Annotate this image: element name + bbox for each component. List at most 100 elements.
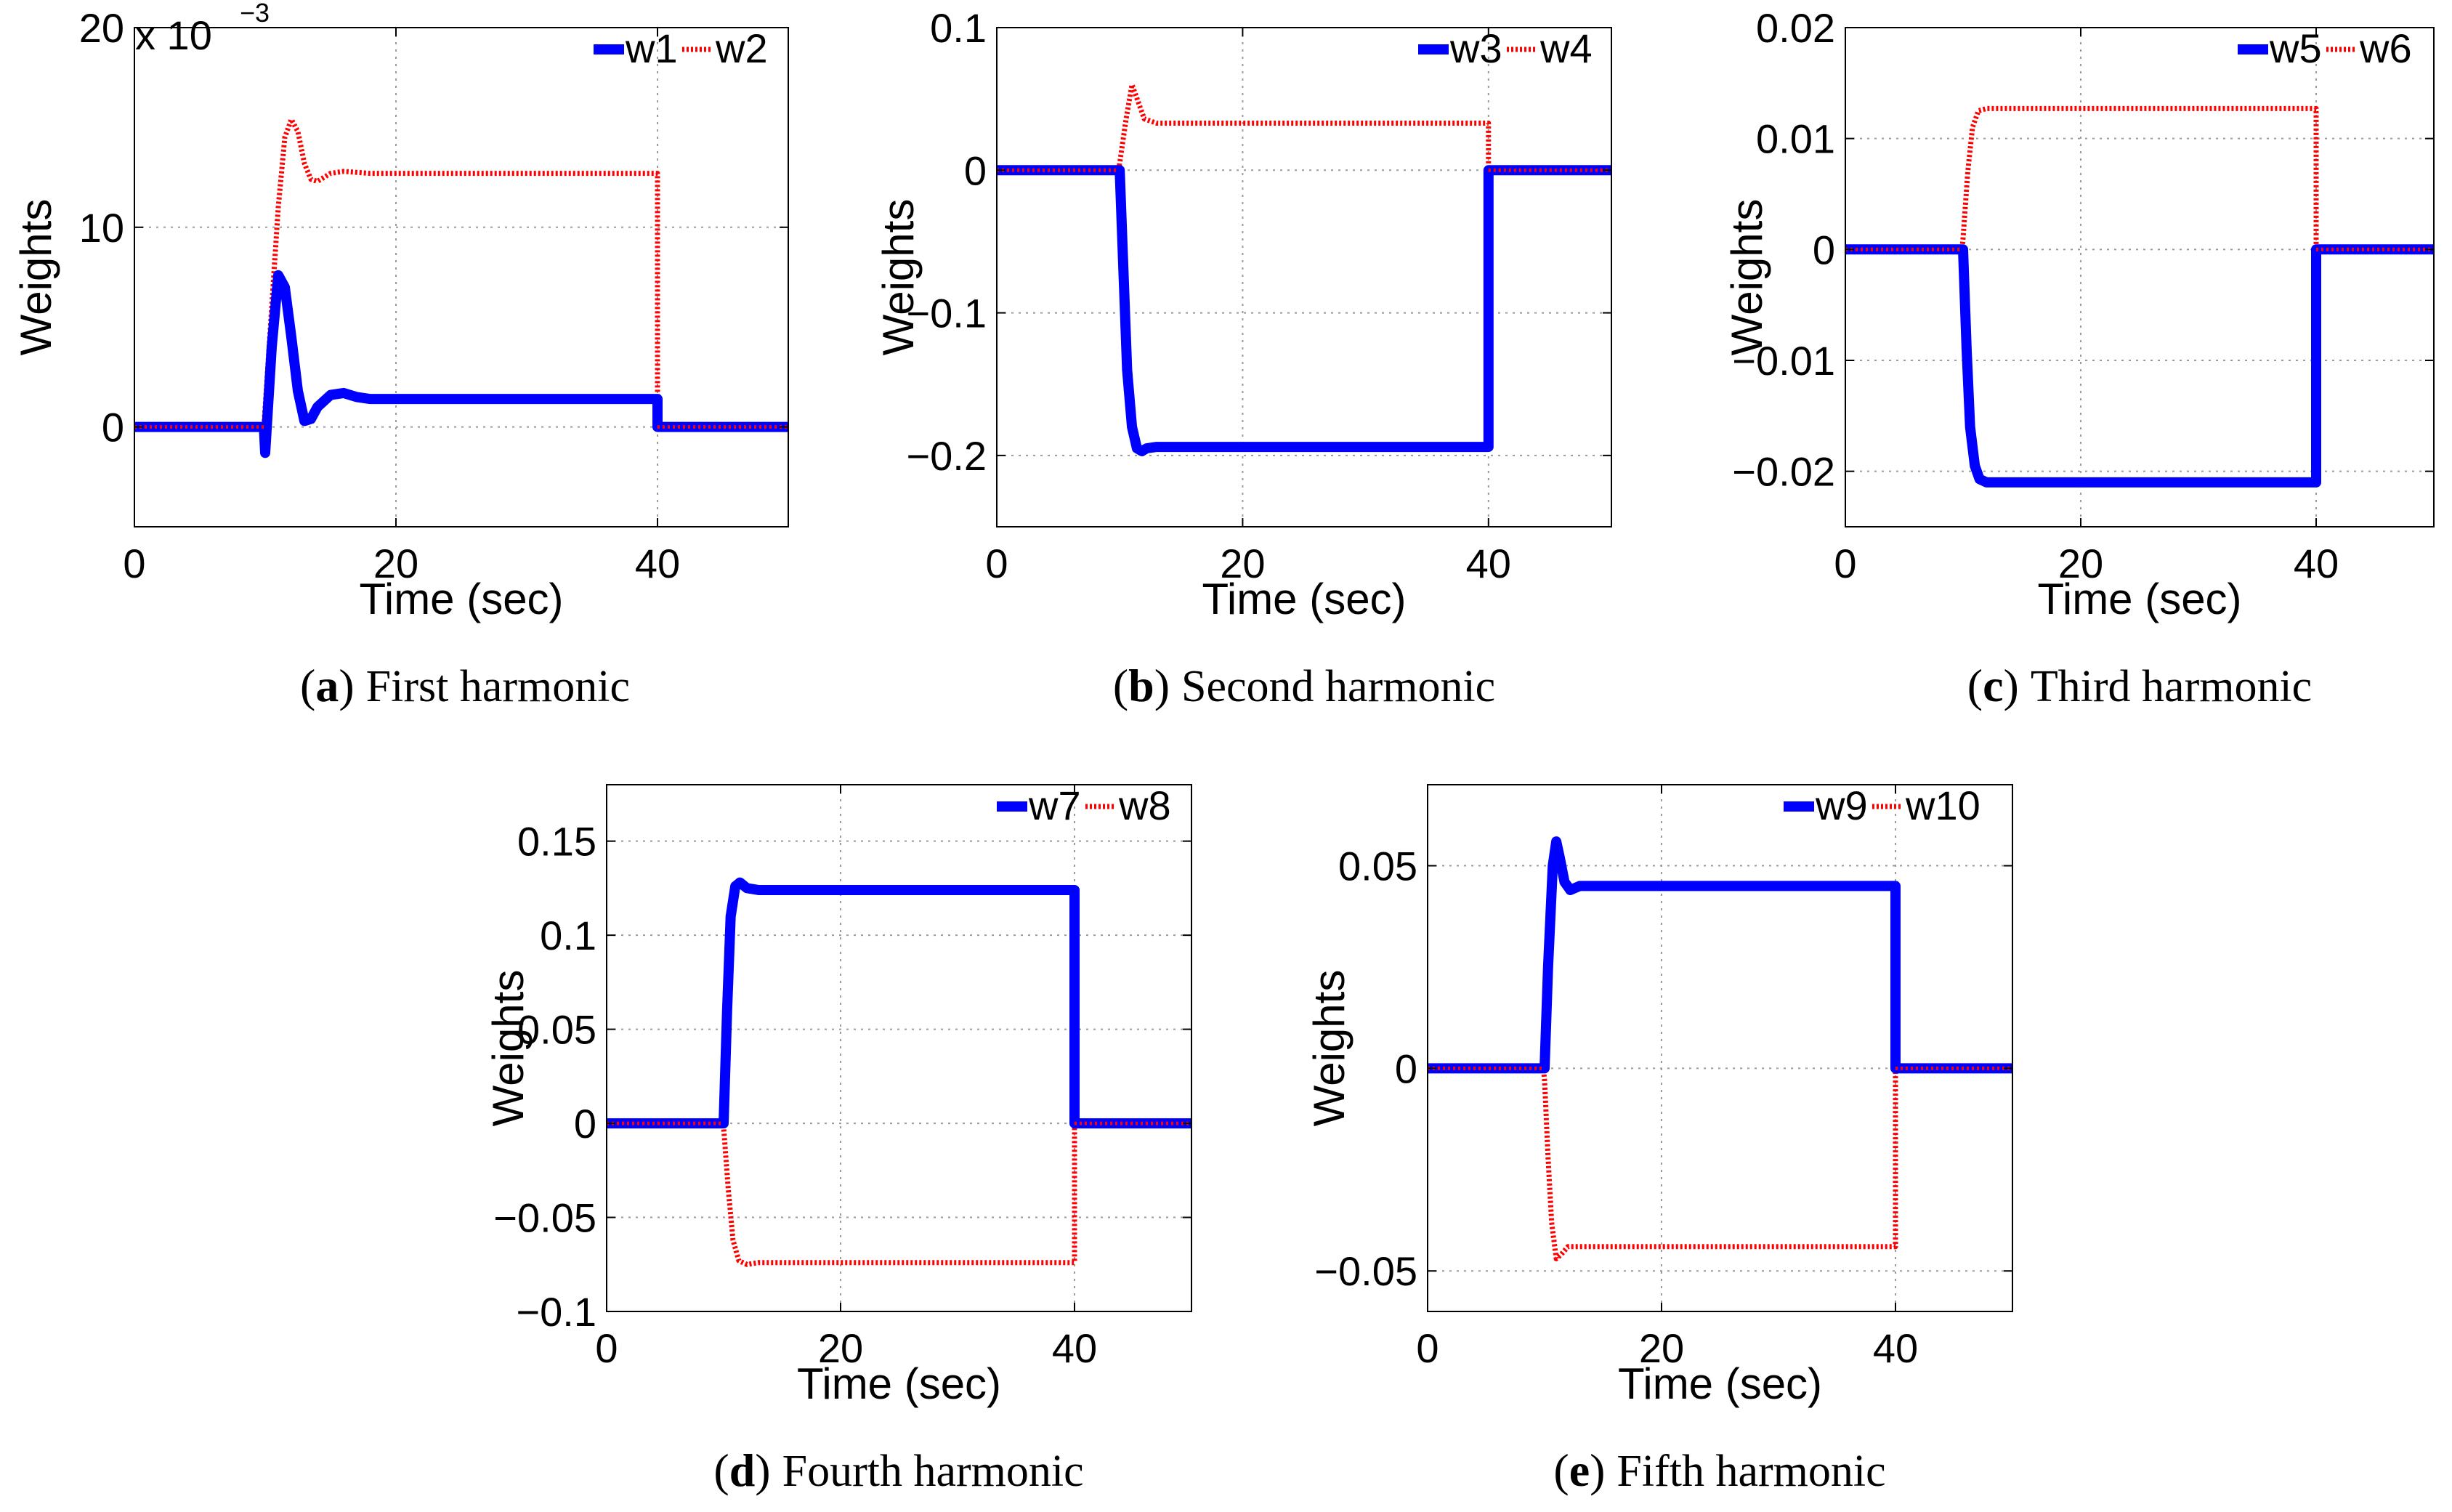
chart-panel-b: 0 20 40 −0.2 −0.1 0 0.1 Time (sec) Weights w3 w4 (b… bbox=[874, 5, 1612, 711]
panel-caption: (e) Fifth harmonic bbox=[1553, 1444, 1885, 1496]
y-tick-label: 0 bbox=[964, 147, 987, 193]
y-tick-label: 0 bbox=[1813, 227, 1835, 272]
axes-frame bbox=[134, 27, 789, 527]
caption-open-paren: ( bbox=[1113, 660, 1128, 711]
axes-frame bbox=[996, 27, 1612, 527]
legend-label-w5: w5 bbox=[2269, 25, 2322, 71]
x-tick-label: 20 bbox=[373, 541, 418, 586]
x-tick-label: 0 bbox=[123, 541, 145, 586]
caption-text: Fourth harmonic bbox=[782, 1447, 1084, 1496]
series-line-w4 bbox=[997, 82, 1611, 173]
x-axis-label: Time (sec) bbox=[359, 575, 563, 623]
x-tick-label: 20 bbox=[2058, 541, 2103, 586]
axes-frame bbox=[606, 784, 1192, 1312]
legend: w9 w10 bbox=[1784, 783, 1980, 828]
plot-area bbox=[1845, 28, 2434, 527]
x-tick-label: 40 bbox=[1466, 541, 1511, 586]
series-line-w5 bbox=[1845, 244, 2434, 488]
chart-panel-e: 0 20 40 −0.05 0 0.05 Time (sec) Weights w9 w10 (e)… bbox=[1305, 783, 2013, 1496]
caption-open-paren: ( bbox=[300, 660, 315, 711]
series-group bbox=[607, 877, 1191, 1267]
x-tick-label: 0 bbox=[1834, 541, 1856, 586]
legend-label-w10: w10 bbox=[1905, 783, 1980, 828]
plot-area bbox=[607, 785, 1191, 1311]
series-line-w1 bbox=[134, 270, 788, 458]
caption-open-paren: ( bbox=[1967, 660, 1983, 711]
caption-letter: b bbox=[1128, 660, 1154, 711]
y-axis-label: Weights bbox=[1723, 199, 1771, 356]
x-tick-label: 40 bbox=[635, 541, 680, 586]
panel-caption: (c) Third harmonic bbox=[1967, 660, 2312, 711]
axes-frame bbox=[1845, 27, 2435, 527]
x-axis-label: Time (sec) bbox=[2037, 575, 2241, 623]
y-tick-label: 0 bbox=[102, 405, 124, 450]
x-tick-label: 20 bbox=[818, 1325, 863, 1371]
panel-caption: (d) Fourth harmonic bbox=[713, 1444, 1083, 1496]
legend-label-w8: w8 bbox=[1118, 783, 1171, 828]
y-tick-label: −0.01 bbox=[1732, 338, 1835, 384]
y-tick-label: 0.1 bbox=[930, 5, 987, 51]
y-axis-label: Weights bbox=[874, 199, 923, 356]
y-tick-label: 0.05 bbox=[517, 1007, 596, 1053]
panel-caption: (a) First harmonic bbox=[300, 660, 630, 711]
legend: w5 w6 bbox=[2238, 25, 2412, 71]
axes-frame bbox=[1427, 784, 2013, 1312]
series-group bbox=[1845, 105, 2434, 488]
legend: w1 w2 bbox=[594, 25, 768, 71]
caption-letter: a bbox=[315, 660, 339, 711]
caption-close-paren: ) bbox=[2004, 660, 2031, 711]
caption-open-paren: ( bbox=[1553, 1444, 1569, 1496]
y-axis-label: Weights bbox=[484, 970, 533, 1127]
series-line-w9 bbox=[1428, 836, 2012, 1074]
legend-label-w3: w3 bbox=[1449, 25, 1502, 71]
series-group bbox=[1428, 836, 2012, 1261]
series-line-w3 bbox=[997, 165, 1611, 456]
caption-letter: e bbox=[1569, 1444, 1590, 1496]
caption-close-paren: ) bbox=[755, 1444, 782, 1496]
x-tick-label: 40 bbox=[2294, 541, 2339, 586]
legend-label-w7: w7 bbox=[1028, 783, 1081, 828]
legend-label-w9: w9 bbox=[1815, 783, 1868, 828]
caption-text: Fifth harmonic bbox=[1617, 1447, 1885, 1496]
y-tick-label: 0.05 bbox=[1338, 844, 1417, 889]
x-axis-label: Time (sec) bbox=[797, 1359, 1001, 1408]
x-tick-label: 0 bbox=[1416, 1325, 1439, 1371]
axis-exponent: x 10 bbox=[135, 12, 212, 58]
legend-label-w6: w6 bbox=[2359, 25, 2412, 71]
y-tick-label: −0.02 bbox=[1732, 449, 1835, 495]
y-tick-label: 0.01 bbox=[1756, 116, 1835, 162]
legend-label-w1: w1 bbox=[625, 25, 678, 71]
caption-close-paren: ) bbox=[339, 660, 365, 711]
caption-close-paren: ) bbox=[1154, 660, 1181, 711]
y-tick-label: 0 bbox=[574, 1101, 596, 1147]
legend: w3 w4 bbox=[1418, 25, 1593, 71]
y-tick-label: 10 bbox=[79, 205, 124, 251]
legend-label-w4: w4 bbox=[1539, 25, 1593, 71]
caption-text: Third harmonic bbox=[2031, 662, 2312, 711]
y-tick-label: −0.05 bbox=[1314, 1248, 1417, 1294]
y-tick-label: 0.15 bbox=[517, 819, 596, 865]
y-tick-label: −0.1 bbox=[906, 291, 987, 336]
series-group bbox=[134, 116, 788, 458]
panel-caption: (b) Second harmonic bbox=[1113, 660, 1495, 711]
x-tick-label: 0 bbox=[985, 541, 1008, 586]
y-tick-label: −0.2 bbox=[906, 433, 987, 479]
x-tick-label: 0 bbox=[595, 1325, 618, 1371]
plot-area bbox=[134, 28, 788, 527]
y-tick-label: −0.05 bbox=[493, 1195, 596, 1241]
caption-letter: d bbox=[729, 1444, 756, 1496]
axis-exponent-power: −3 bbox=[240, 0, 270, 28]
y-axis-label: Weights bbox=[1305, 970, 1354, 1127]
y-axis-label: Weights bbox=[12, 199, 60, 356]
caption-text: First harmonic bbox=[366, 662, 630, 711]
y-tick-label: −0.1 bbox=[516, 1289, 596, 1335]
caption-letter: c bbox=[1983, 660, 2003, 711]
x-tick-label: 40 bbox=[1052, 1325, 1097, 1371]
y-tick-label: 0.1 bbox=[540, 913, 596, 958]
plot-area bbox=[1428, 785, 2012, 1311]
x-axis-label: Time (sec) bbox=[1202, 575, 1406, 623]
legend-label-w2: w2 bbox=[715, 25, 768, 71]
caption-open-paren: ( bbox=[713, 1444, 729, 1496]
